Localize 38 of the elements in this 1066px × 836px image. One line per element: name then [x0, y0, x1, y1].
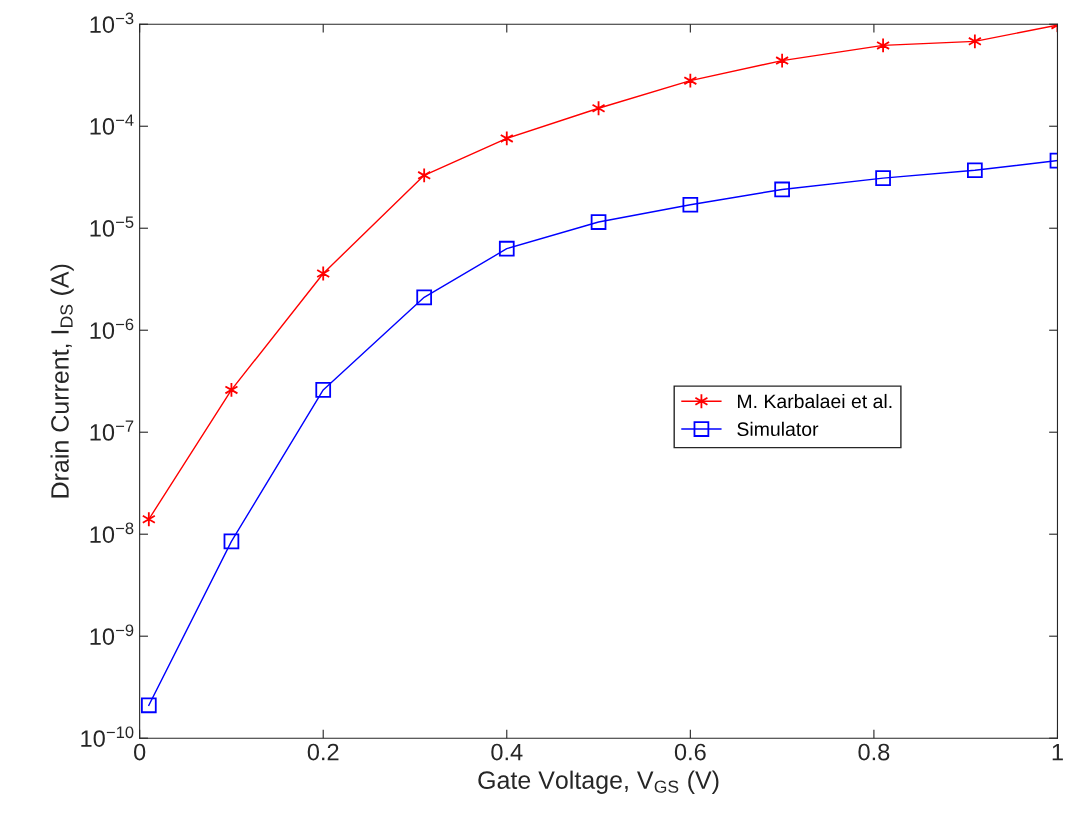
x-tick-label: 0	[134, 743, 146, 761]
y-tick-label: 10$^{−5}$	[90, 216, 134, 237]
point	[316, 265, 331, 282]
y-tick-label: 10$^{−3}$	[90, 12, 134, 33]
point	[967, 33, 982, 50]
point	[141, 511, 156, 528]
point	[775, 52, 790, 69]
y-tick-label: 10$^{−4}$	[90, 114, 134, 135]
y-tick-label: 10$^{−7}$	[90, 420, 134, 441]
legend-label: M. Karbalaei et al.	[738, 393, 892, 409]
x-tick-label: 1	[1052, 743, 1063, 761]
point	[876, 37, 891, 54]
x-tick-label: 0.6	[674, 743, 706, 761]
point	[140, 697, 157, 714]
point	[682, 196, 699, 213]
legend-label: Simulator	[737, 421, 819, 437]
y-tick-label: 10$^{−10}$	[81, 726, 134, 747]
point	[223, 533, 240, 550]
point	[967, 162, 983, 179]
point	[315, 382, 332, 398]
point	[224, 382, 239, 398]
point	[498, 240, 515, 257]
point	[590, 214, 607, 230]
x-axis-title: Gate Voltage, V$_{GS}$ (V)	[478, 770, 719, 794]
point	[683, 72, 698, 89]
point	[499, 130, 514, 147]
x-tick-label: 0.2	[307, 743, 339, 761]
y-tick-label: 10$^{−6}$	[90, 318, 134, 339]
x-tick-label: 0.4	[491, 743, 523, 761]
point	[774, 181, 790, 198]
point	[875, 170, 891, 186]
x-tick-label: 0.8	[858, 743, 890, 761]
y-axis-title: Drain Current, I$_{DS}$ (A)	[50, 264, 74, 498]
y-tick-label: 10$^{−9}$	[90, 624, 134, 645]
point	[417, 167, 432, 184]
point	[416, 289, 433, 306]
y-tick-label: 10$^{−8}$	[90, 522, 134, 543]
point	[591, 100, 606, 117]
